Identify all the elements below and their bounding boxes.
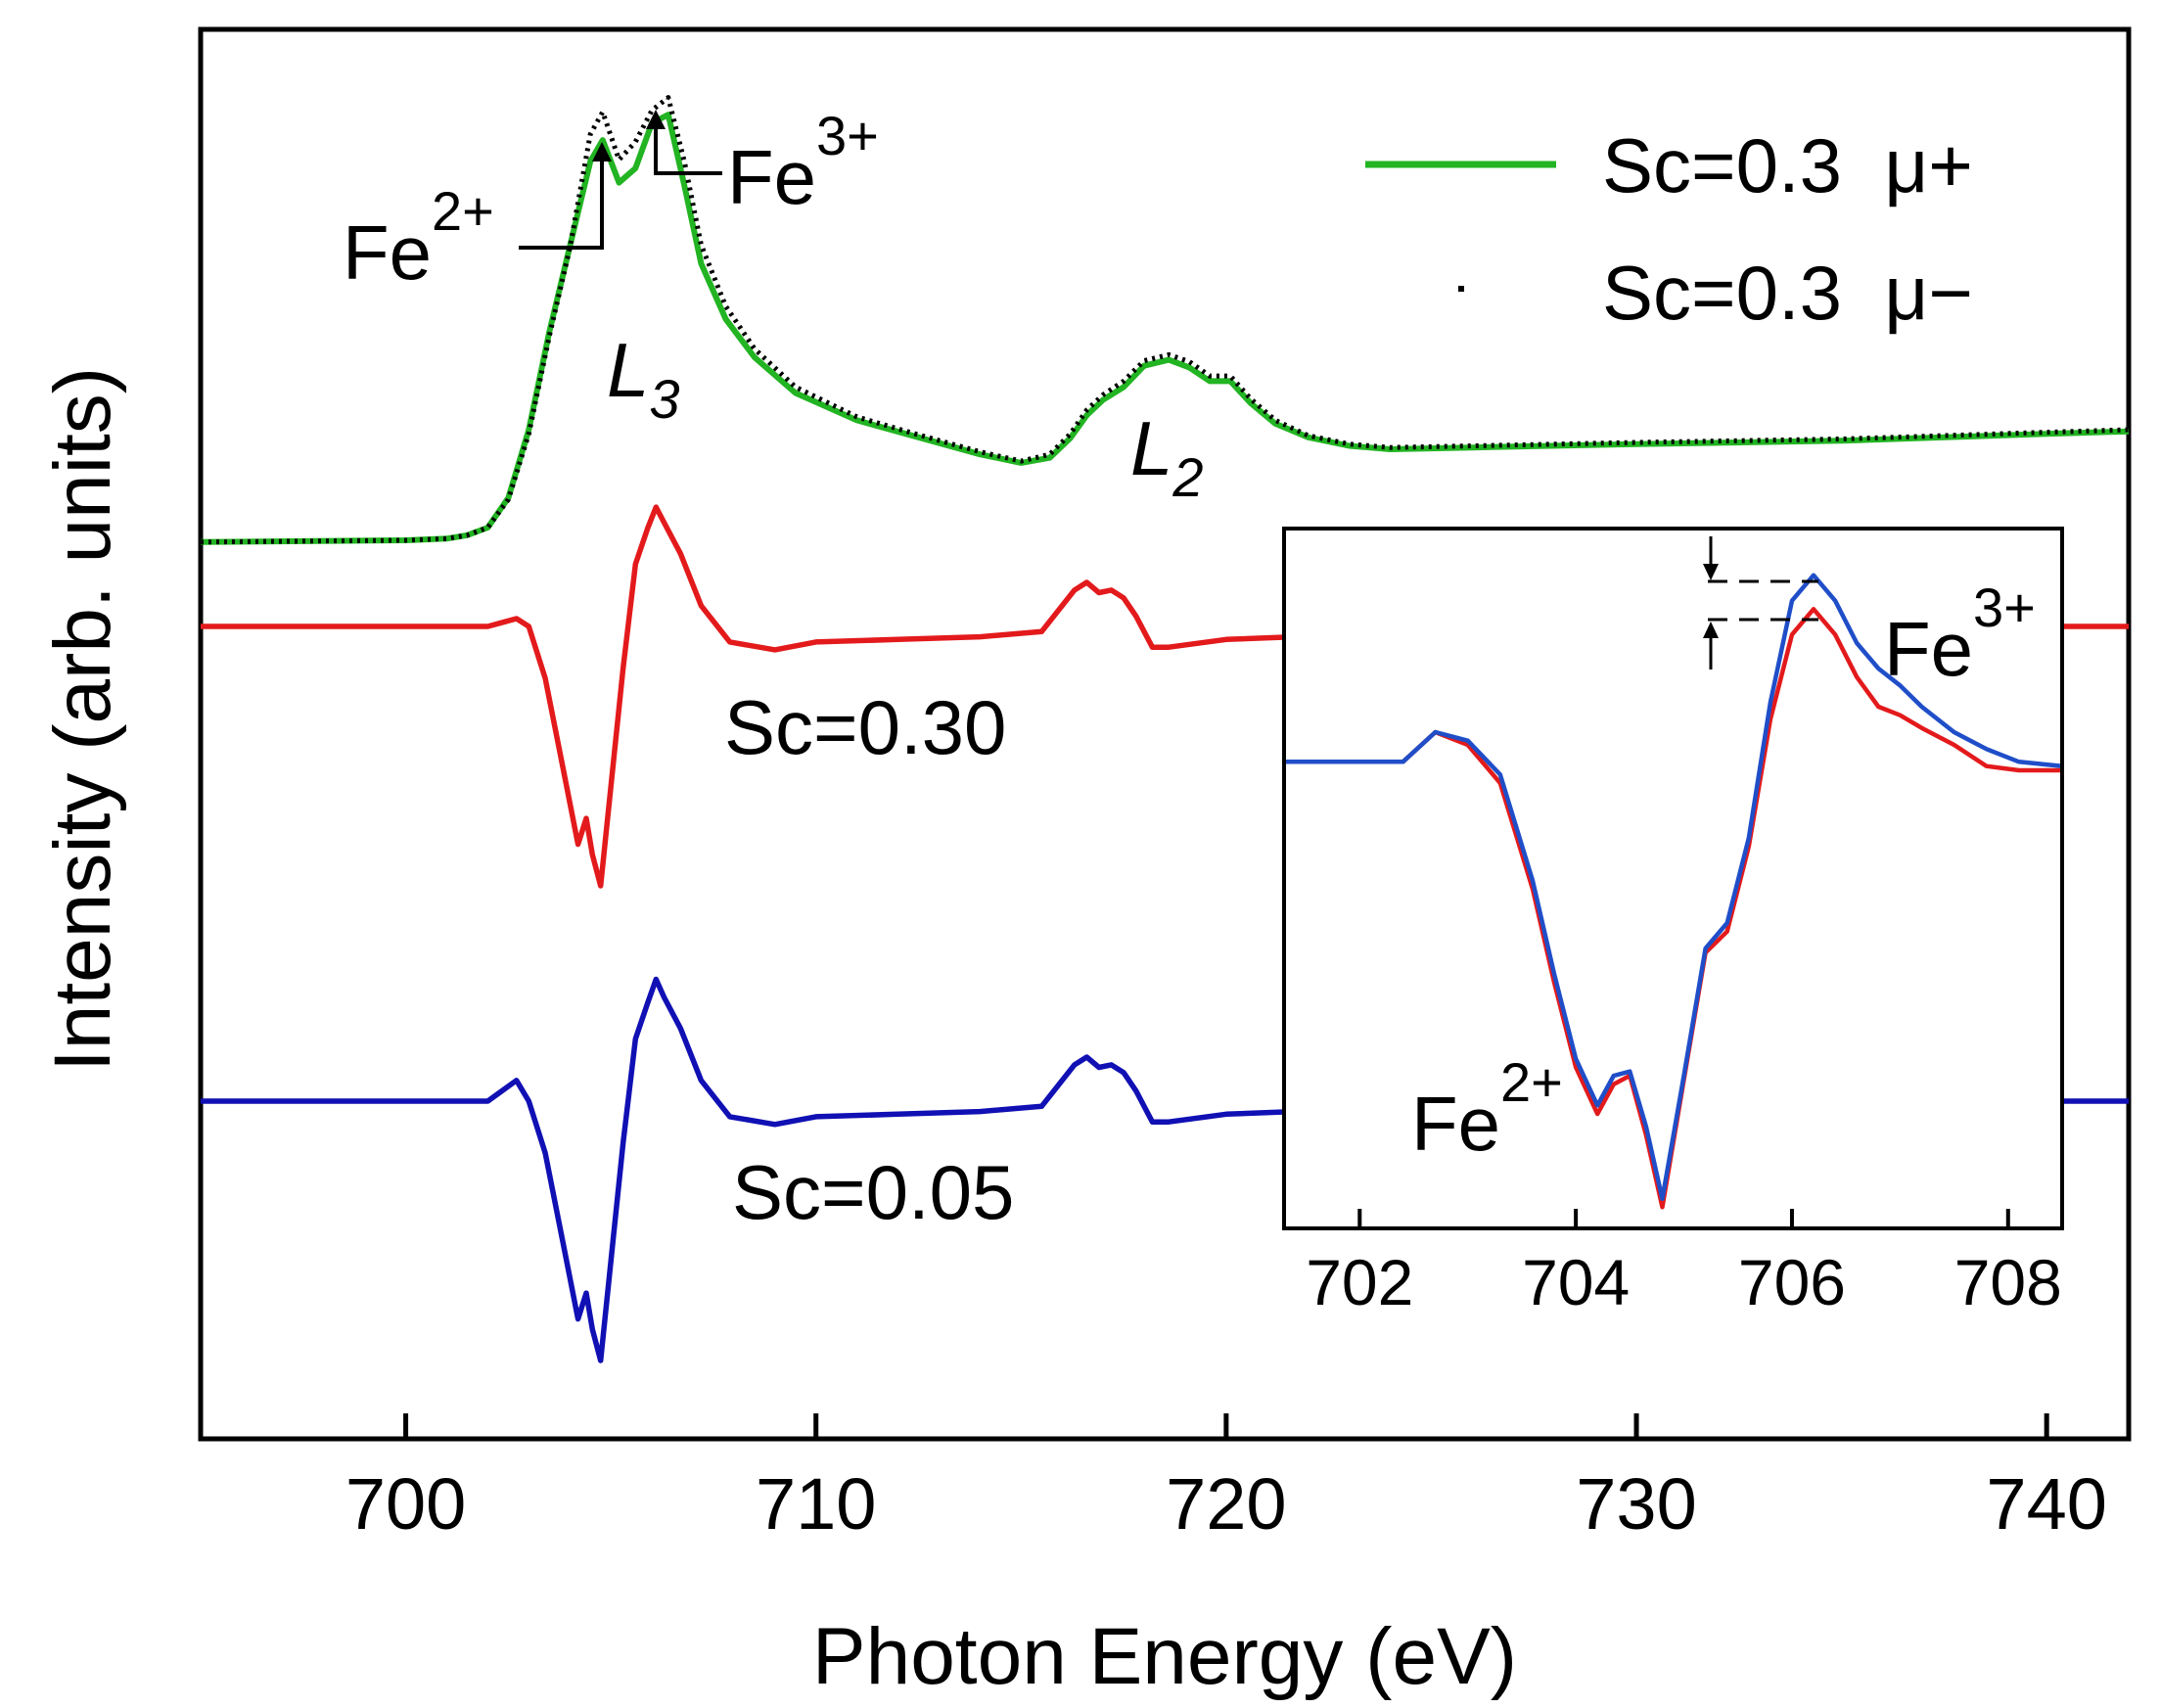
series-label-sc030: Sc=0.30 (724, 684, 1006, 770)
inset-xtick-label-706: 706 (1738, 1246, 1846, 1318)
x-axis-title: Photon Energy (eV) (812, 1612, 1517, 1701)
l2-subscript: 2 (1172, 446, 1203, 508)
main-x-axis-ticks: 700 710 720 730 740 (345, 1413, 2107, 1545)
fe2-arrowhead (592, 142, 612, 162)
inset-fe2-superscript: 2+ (1500, 1051, 1563, 1113)
fe2-marker: Fe2+ (343, 142, 612, 296)
legend-swatch-mu-minus (1458, 286, 1464, 292)
fe3-marker: Fe3+ (646, 105, 879, 220)
inset-x-axis-ticks: 702 704 706 708 (1306, 1209, 2062, 1318)
fe3-label-superscript: 3+ (816, 105, 879, 166)
series-sc005-line (201, 976, 2129, 1363)
legend-label-mu-minus: Sc=0.3 μ− (1602, 250, 1973, 336)
inset-frame (1282, 527, 2064, 1230)
fe3-leader-line (654, 127, 722, 175)
series-label-sc005: Sc=0.05 (732, 1149, 1014, 1235)
inset-series-group (1284, 573, 2063, 1210)
legend: Sc=0.3 μ+ Sc=0.3 μ− (1365, 122, 1973, 336)
main-series-group (200, 95, 2130, 1363)
fe2-leader-line (519, 160, 604, 250)
y-axis-title: Intensity (arb. units) (38, 367, 127, 1072)
inset-down-arrowhead (1703, 564, 1719, 580)
inset-xtick-label-708: 708 (1954, 1246, 2062, 1318)
inset: 702 704 706 708 Fe3+ Fe2+ (1282, 527, 2064, 1318)
fe2-label-base: Fe (343, 209, 432, 296)
inset-xtick-label-702: 702 (1306, 1246, 1413, 1318)
inset-fe3-label: Fe3+ (1884, 577, 2036, 692)
fe3-arrowhead (646, 110, 666, 129)
fe2-label-superscript: 2+ (432, 180, 494, 242)
main-xtick-label-710: 710 (756, 1463, 876, 1545)
inset-fe3-base: Fe (1884, 606, 1973, 692)
l3-letter: L (607, 327, 649, 413)
series-sc030-line (201, 504, 2129, 889)
l3-subscript: 3 (649, 368, 679, 430)
l3-edge-label: L3 (607, 327, 680, 430)
inset-fe2-base: Fe (1411, 1081, 1500, 1167)
main-xtick-label-720: 720 (1166, 1463, 1286, 1545)
l2-letter: L (1130, 405, 1172, 491)
inset-difference-indicator (1703, 536, 1818, 669)
inset-background (1284, 529, 2062, 1228)
main-xtick-label-740: 740 (1986, 1463, 2106, 1545)
main-xtick-label-700: 700 (345, 1463, 466, 1545)
inset-up-arrowhead (1703, 622, 1719, 638)
l2-edge-label: L2 (1130, 405, 1204, 508)
fe3-label-base: Fe (727, 134, 816, 220)
fe3-label: Fe3+ (727, 105, 879, 220)
fe2-label: Fe2+ (343, 180, 494, 296)
inset-fe3-superscript: 3+ (1973, 577, 2036, 638)
main-plot-frame (198, 26, 2132, 1442)
inset-series-sc005-line (1284, 573, 2063, 1201)
inset-xtick-label-704: 704 (1522, 1246, 1630, 1318)
inset-fe2-label: Fe2+ (1411, 1051, 1563, 1167)
legend-label-mu-plus: Sc=0.3 μ+ (1602, 122, 1973, 208)
main-xtick-label-730: 730 (1576, 1463, 1696, 1545)
